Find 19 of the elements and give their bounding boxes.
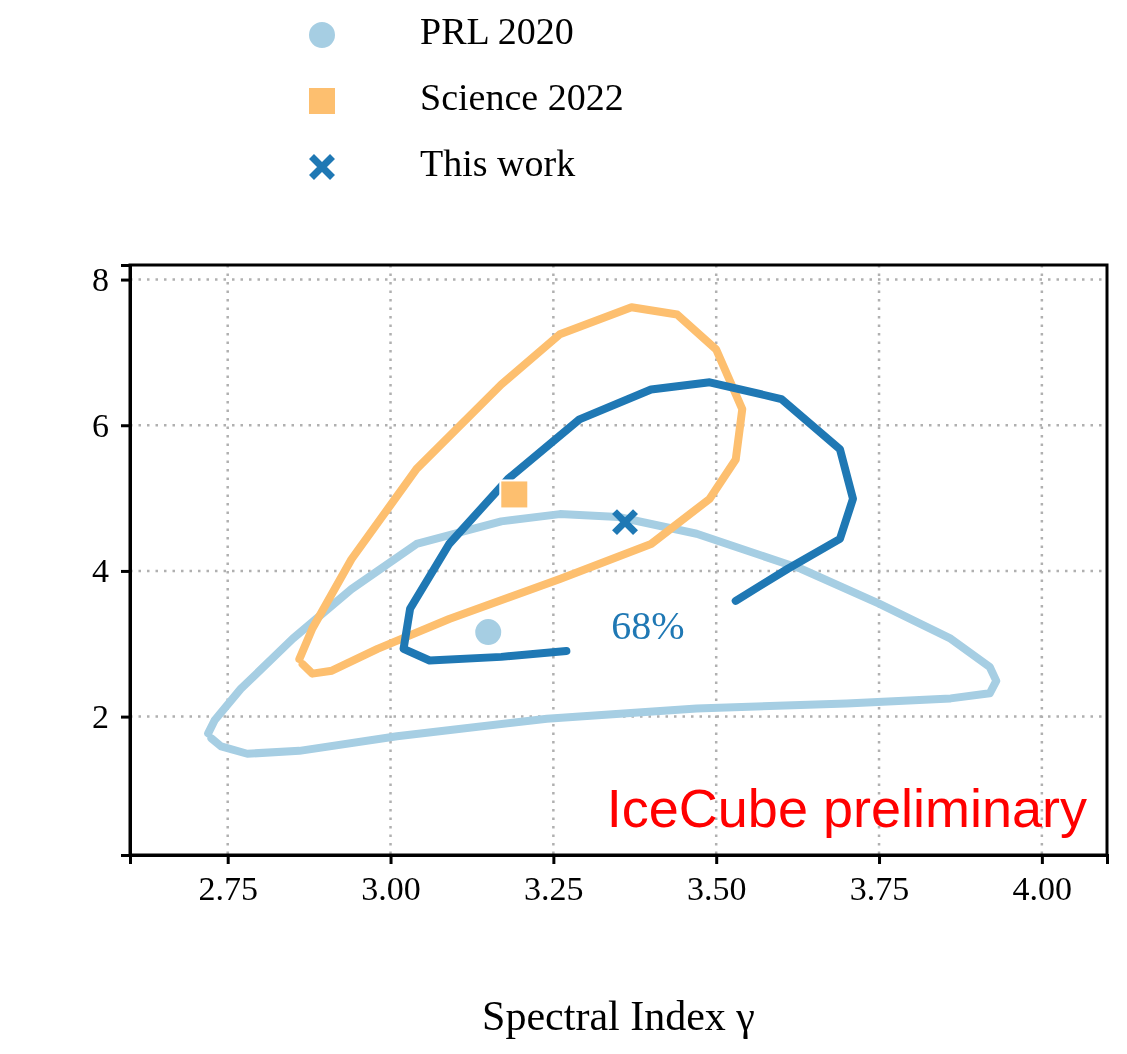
- x-tick-label: 3.50: [686, 870, 747, 908]
- annotation: IceCube preliminary: [606, 778, 1087, 838]
- y-tick-label: 6: [92, 406, 109, 444]
- y-tick-label: 4: [92, 552, 109, 590]
- point: [611, 508, 640, 537]
- x-tick-label: 3.25: [524, 870, 584, 908]
- legend-label: PRL 2020: [420, 9, 574, 52]
- x-tick-label: 3.00: [361, 870, 421, 908]
- legend-label: This work: [420, 141, 576, 184]
- x-tick-label: 3.75: [849, 870, 910, 908]
- point: [499, 479, 530, 510]
- y-tick-label: 2: [92, 697, 109, 735]
- x-axis-title: Spectral Index γ: [482, 993, 755, 1039]
- y-tick-label: 8: [92, 260, 109, 298]
- x-tick-label: 4.00: [1012, 870, 1073, 908]
- annotation: 68%: [611, 603, 685, 649]
- x-tick-label: 2.75: [198, 870, 258, 908]
- point: [473, 617, 504, 648]
- legend-label: Science 2022: [420, 75, 624, 118]
